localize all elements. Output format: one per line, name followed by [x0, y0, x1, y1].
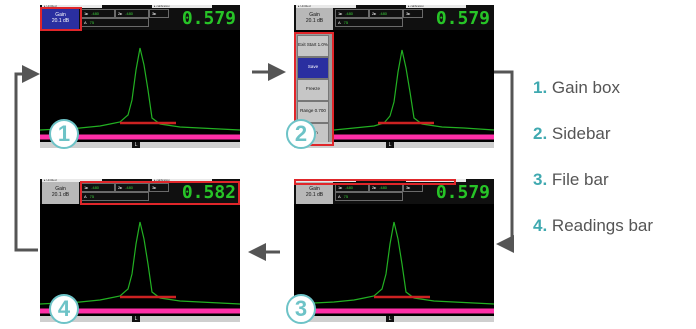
screenshot-step-2: ▸ Untitled ▸ calibration Gain 20.1 dB 1▸… — [294, 5, 494, 148]
reading-amp: A 75 — [335, 18, 403, 27]
legend-label: Sidebar — [551, 124, 611, 143]
legend-num: 1. — [533, 78, 548, 97]
legend-item-readings-bar: 4. Readings bar — [533, 216, 653, 236]
arrow-2-to-3 — [494, 70, 514, 253]
thickness-reading: 0.579 — [435, 182, 490, 203]
bottom-icon: L — [132, 142, 140, 148]
gain-box[interactable]: Gain 20.1 dB — [296, 8, 333, 30]
bottom-bar: L — [294, 316, 494, 322]
bottom-icon: L — [386, 316, 394, 322]
gain-box[interactable]: Gain 20.1 dB — [296, 182, 333, 204]
gain-label: Gain — [309, 186, 320, 192]
file-name: ▸ Untitled — [42, 5, 102, 8]
step-badge-3: 3 — [286, 294, 316, 324]
reading-3: 3▸ — [149, 9, 169, 18]
step-badge-2: 2 — [286, 119, 316, 149]
arrow-4-to-1 — [14, 65, 40, 252]
bottom-bar: L — [294, 142, 494, 148]
bottom-icon: L — [132, 316, 140, 322]
readings-bar[interactable]: 1▸ .480 2▸ .480 3▸ A 75 0.579 — [335, 9, 492, 29]
file-bar[interactable]: ▸ Untitled ▸ calibration — [42, 5, 238, 8]
sidebar-button-freeze[interactable]: Freeze — [297, 79, 329, 101]
bottom-bar: L — [40, 142, 240, 148]
reading-2: 2▸ .480 — [369, 183, 403, 192]
screenshot-step-3: ▸ Untitled ▸ calibration Gain 20.1 dB 1▸… — [294, 179, 494, 322]
gain-label: Gain — [55, 12, 66, 18]
readings-bar[interactable]: 1▸ .480 2▸ .480 3▸ A 75 0.579 — [335, 183, 492, 203]
reading-1: 1▸ .480 — [81, 183, 115, 192]
step-badge-1: 1 — [49, 119, 79, 149]
legend-item-sidebar: 2. Sidebar — [533, 124, 611, 144]
top-bar: ▸ Untitled ▸ calibration Gain 20.1 dB 1▸… — [294, 179, 494, 204]
thickness-reading: 0.582 — [181, 182, 236, 203]
bottom-bar: L — [40, 316, 240, 322]
gain-value: 20.1 dB — [305, 18, 324, 24]
file-name: ▸ Untitled — [296, 5, 356, 8]
reading-amp: A 75 — [81, 192, 149, 201]
top-bar: ▸ Untitled ▸ calibration Gain 20.1 dB 1▸… — [40, 5, 240, 30]
gain-label: Gain — [309, 12, 320, 18]
sidebar-button-exit-start[interactable]: Exit Start 1.0% — [297, 35, 329, 57]
screenshot-step-1: ▸ Untitled ▸ calibration Gain 20.1 dB 1▸… — [40, 5, 240, 148]
legend-item-file-bar: 3. File bar — [533, 170, 609, 190]
thickness-reading: 0.579 — [435, 8, 490, 29]
reading-3: 3▸ — [403, 9, 423, 18]
top-bar: ▸ Untitled ▸ calibration Gain 20.1 dB 1▸… — [40, 179, 240, 204]
reading-1: 1▸ .480 — [81, 9, 115, 18]
readings-bar[interactable]: 1▸ .480 2▸ .480 3▸ A 75 0.579 — [81, 9, 238, 29]
setup-name: ▸ calibration — [406, 5, 466, 8]
legend-item-gain-box: 1. Gain box — [533, 78, 620, 98]
step-badge-4: 4 — [49, 294, 79, 324]
reading-2: 2▸ .480 — [369, 9, 403, 18]
reading-1: 1▸ .480 — [335, 9, 369, 18]
reading-2: 2▸ .480 — [115, 9, 149, 18]
gain-label: Gain — [55, 186, 66, 192]
gain-value: 20.1 dB — [305, 192, 324, 198]
legend-num: 4. — [533, 216, 548, 235]
a-scan-plot — [294, 221, 494, 314]
waveform — [40, 221, 240, 305]
reading-2: 2▸ .480 — [115, 183, 149, 192]
waveform — [333, 49, 494, 131]
file-bar[interactable]: ▸ Untitled ▸ calibration — [42, 179, 238, 182]
gain-value: 20.1 dB — [51, 18, 70, 24]
gain-value: 20.1 dB — [51, 192, 70, 198]
sidebar-button-range[interactable]: Range 0.700 — [297, 101, 329, 123]
top-bar: ▸ Untitled ▸ calibration Gain 20.1 dB 1▸… — [294, 5, 494, 30]
file-bar[interactable]: ▸ Untitled ▸ calibration — [296, 5, 492, 8]
reading-amp: A 75 — [81, 18, 149, 27]
legend-num: 2. — [533, 124, 548, 143]
file-name: ▸ Untitled — [42, 179, 102, 182]
thickness-reading: 0.579 — [181, 8, 236, 29]
setup-name: ▸ calibration — [152, 5, 212, 8]
setup-name: ▸ calibration — [152, 179, 212, 182]
reading-3: 3▸ — [149, 183, 169, 192]
gain-box[interactable]: Gain 20.1 dB — [42, 8, 79, 30]
waveform — [294, 221, 494, 305]
sidebar-button-save[interactable]: Save — [297, 57, 329, 79]
waveform — [40, 47, 240, 131]
legend-label: Readings bar — [551, 216, 654, 235]
legend-label: File bar — [551, 170, 609, 189]
reading-1: 1▸ .480 — [335, 183, 369, 192]
legend-num: 3. — [533, 170, 548, 189]
legend-label: Gain box — [551, 78, 620, 97]
reading-amp: A 75 — [335, 192, 403, 201]
bottom-icon: L — [386, 142, 394, 148]
readings-bar[interactable]: 1▸ .480 2▸ .480 3▸ A 75 0.582 — [81, 183, 238, 203]
gain-box[interactable]: Gain 20.1 dB — [42, 182, 79, 204]
reading-3: 3▸ — [403, 183, 423, 192]
